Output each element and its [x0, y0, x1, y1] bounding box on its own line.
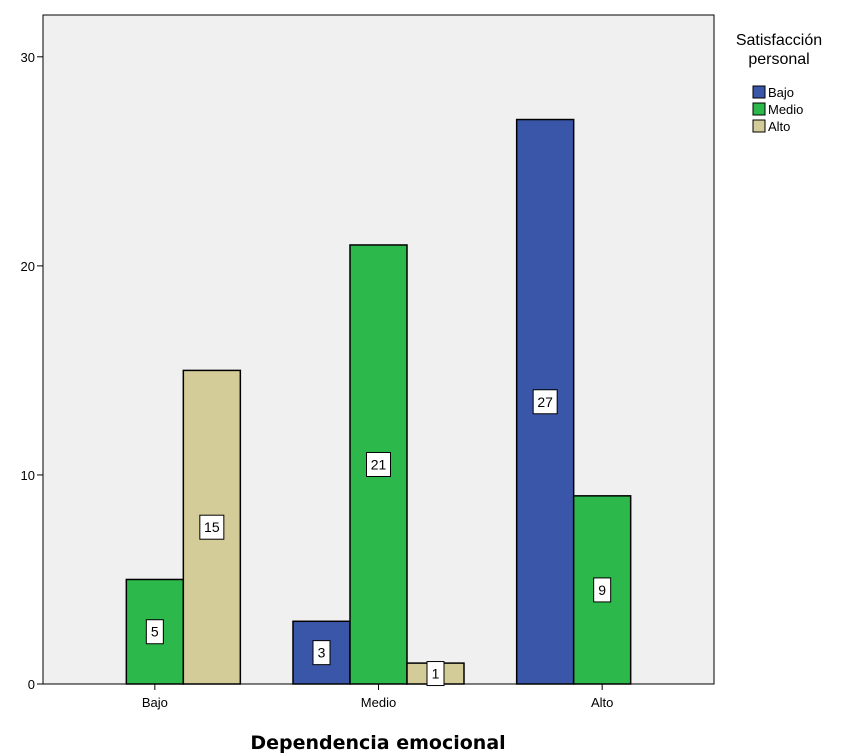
data-label-text: 15: [204, 519, 220, 535]
legend-swatch-bajo: [752, 85, 766, 99]
legend-label-alto: Alto: [768, 119, 790, 134]
legend-title-line-2: personal: [748, 51, 809, 68]
data-label-box: [532, 389, 558, 415]
legend-swatch-alto: [752, 119, 766, 133]
x-tick-label-medio: Medio: [361, 695, 396, 710]
data-label-alto-bajo: 27: [532, 389, 558, 415]
legend: Satisfacción personal Bajo Medio Alto: [736, 32, 822, 134]
legend-items: Bajo Medio Alto: [752, 85, 803, 134]
data-label-medio-bajo: 3: [312, 640, 331, 666]
data-label-text: 3: [318, 645, 326, 661]
data-label-bajo-medio: 5: [145, 619, 164, 645]
data-label-box: [145, 619, 164, 645]
data-label-box: [593, 577, 612, 603]
data-label-alto-medio: 9: [593, 577, 612, 603]
y-tick-label: 20: [21, 259, 35, 274]
legend-label-medio: Medio: [768, 102, 803, 117]
legend-item-alto: Alto: [752, 119, 790, 134]
legend-swatch-medio: [752, 102, 766, 116]
data-label-text: 5: [151, 624, 159, 640]
data-label-medio-medio: 21: [366, 451, 391, 477]
data-labels-group: 5 15 3 21 1 27 9: [145, 389, 612, 687]
x-tick-label-bajo: Bajo: [142, 695, 168, 710]
x-axis: Bajo Medio Alto: [142, 684, 613, 710]
data-label-text: 9: [598, 582, 606, 598]
data-label-box: [199, 514, 225, 540]
y-tick-label: 0: [28, 677, 35, 692]
x-axis-title: Dependencia emocional: [250, 732, 505, 754]
legend-title: Satisfacción: [736, 32, 822, 49]
y-tick-label: 10: [21, 468, 35, 483]
data-label-box: [312, 640, 331, 666]
legend-label-bajo: Bajo: [768, 85, 794, 100]
data-label-medio-alto: 1: [426, 661, 445, 687]
data-label-box: [426, 661, 445, 687]
y-tick-label: 30: [21, 50, 35, 65]
data-label-text: 27: [537, 394, 553, 410]
data-label-bajo-alto: 15: [199, 514, 225, 540]
x-tick-label-alto: Alto: [591, 695, 613, 710]
legend-item-medio: Medio: [752, 102, 803, 117]
data-label-text: 21: [371, 456, 387, 472]
data-label-box: [366, 451, 391, 477]
y-axis: 0 10 20 30: [21, 50, 43, 692]
legend-item-bajo: Bajo: [752, 85, 794, 100]
data-label-text: 1: [432, 666, 440, 682]
